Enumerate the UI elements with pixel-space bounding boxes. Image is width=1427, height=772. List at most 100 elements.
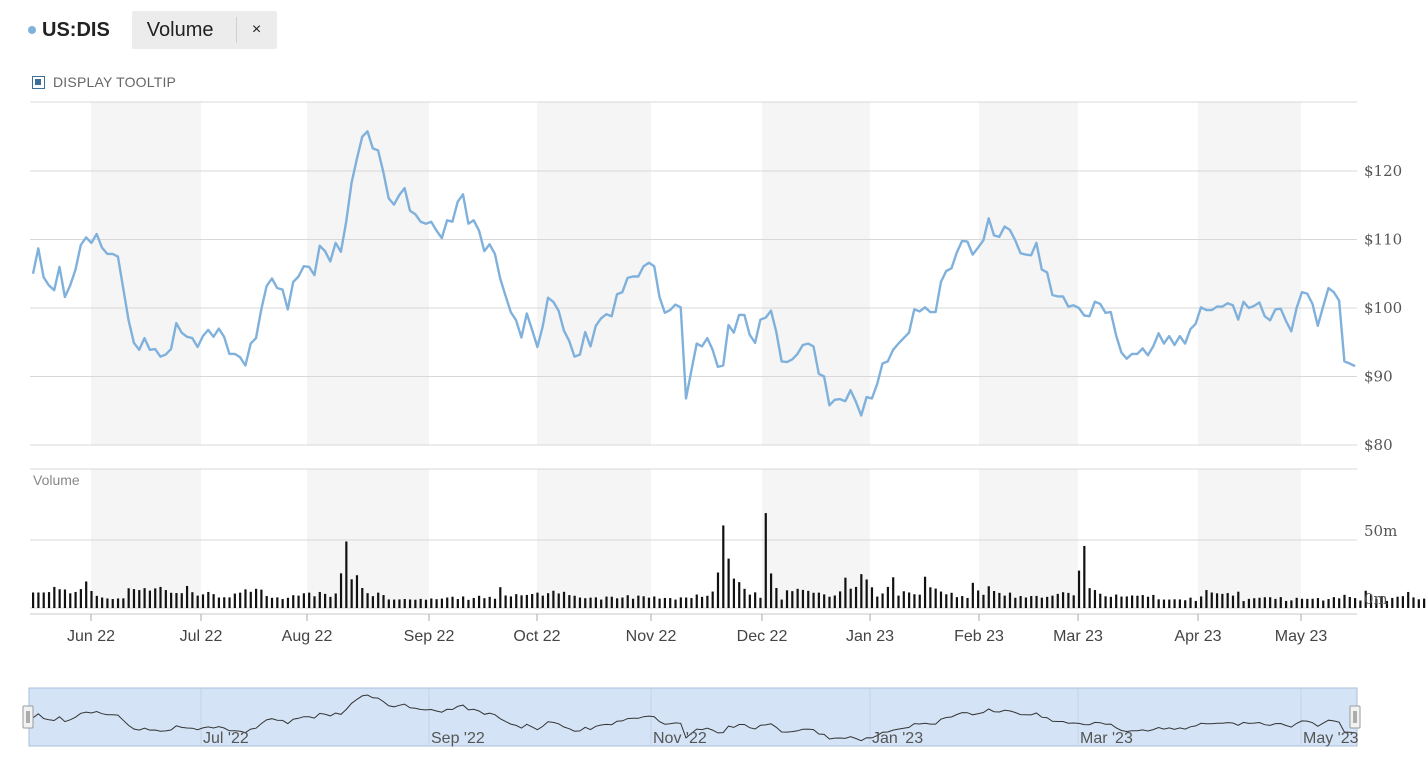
volume-bar — [541, 595, 544, 608]
volume-bar — [1269, 597, 1272, 608]
volume-bar — [695, 594, 698, 608]
volume-bar — [1311, 598, 1314, 608]
volume-bar — [674, 599, 677, 608]
volume-bar — [616, 598, 619, 608]
volume-bar — [292, 595, 295, 608]
volume-bar — [546, 593, 550, 608]
volume-bar — [982, 594, 985, 608]
volume-bar — [796, 588, 799, 608]
volume-bar — [509, 596, 513, 608]
volume-bar — [329, 596, 332, 608]
volume-bar — [446, 597, 449, 608]
volume-bar — [759, 597, 762, 608]
volume-bar — [902, 591, 905, 608]
volume-indicator-chip[interactable]: Volume × — [131, 11, 277, 49]
x-axis-ticks: Jun 22 Jul 22 Aug 22 Sep 22 Oct 22 Nov 22 Dec … — [30, 613, 1357, 645]
volume-bar — [1231, 595, 1235, 608]
y-axis-ticks: $80 $90 $100 $110 $120 0m 50m — [1364, 162, 1402, 608]
navigator-handle[interactable] — [22, 705, 34, 729]
volume-bar — [244, 589, 247, 608]
volume-bar — [1014, 597, 1017, 608]
navigator[interactable]: Jul '22 Sep '22 Nov '22 Jan '23 Mar '23 May '… — [22, 687, 1361, 747]
display-tooltip-checkbox[interactable] — [32, 75, 45, 89]
volume-bar — [966, 597, 969, 608]
volume-bar — [1083, 545, 1086, 608]
volume-bar — [456, 599, 459, 608]
volume-bar — [860, 574, 863, 608]
series-symbol[interactable]: US:DIS — [42, 18, 110, 41]
volume-bar — [228, 597, 231, 608]
volume-bar — [849, 588, 852, 608]
price-series[interactable] — [31, 130, 1356, 417]
volume-bar — [101, 597, 104, 608]
volume-bar — [472, 597, 475, 608]
volume-bar — [451, 596, 454, 608]
volume-bar — [196, 595, 199, 608]
navigator-handle-body — [22, 705, 34, 729]
volume-bar — [85, 581, 88, 608]
volume-bar — [690, 598, 693, 608]
volume-bar — [1338, 598, 1341, 608]
volume-bar — [53, 586, 56, 608]
volume-bar — [1354, 598, 1357, 608]
volume-bar — [265, 596, 268, 608]
volume-bar — [1253, 598, 1256, 608]
x-tick-label: Jul 22 — [180, 628, 223, 645]
volume-bar — [929, 587, 932, 608]
volume-bar — [594, 597, 597, 608]
volume-bar — [1332, 597, 1335, 608]
volume-bar — [1008, 592, 1012, 608]
volume-bar — [1178, 599, 1181, 608]
volume-bar — [1141, 595, 1144, 608]
volume-bar — [154, 588, 157, 608]
navigator-handle[interactable] — [1349, 705, 1361, 729]
volume-bar — [748, 594, 751, 608]
volume-bar — [685, 597, 688, 608]
volume-bar — [600, 599, 603, 608]
display-tooltip-toggle[interactable]: DISPLAY TOOLTIP — [32, 74, 176, 90]
volume-indicator-label[interactable]: Volume — [132, 17, 237, 43]
volume-bar — [159, 586, 162, 608]
volume-bar — [345, 541, 348, 608]
volume-bar — [918, 594, 921, 608]
volume-bar — [223, 597, 226, 608]
volume-band — [91, 469, 201, 609]
volume-bar — [700, 596, 704, 608]
volume-bar — [647, 597, 651, 608]
volume-bar — [727, 558, 730, 608]
volume-bar — [589, 597, 592, 608]
volume-bar — [1407, 591, 1410, 608]
navigator-tick-label: Jan '23 — [872, 730, 923, 747]
volume-bar — [1306, 598, 1309, 608]
volume-bar — [897, 595, 900, 608]
volume-bar — [1003, 595, 1006, 608]
volume-bar — [732, 578, 736, 608]
volume-bar — [1412, 597, 1415, 608]
navigator-tick-label: Mar '23 — [1080, 730, 1133, 747]
volume-bar — [1226, 593, 1229, 608]
grid-lines — [30, 101, 1357, 609]
volume-bar — [780, 599, 783, 608]
close-icon[interactable]: × — [251, 21, 262, 38]
x-tick-label: Jan 23 — [846, 628, 894, 645]
volume-bar — [531, 593, 534, 608]
volume-bar — [923, 576, 927, 608]
volume-tick-label: 50m — [1364, 522, 1397, 540]
volume-bar — [1205, 590, 1208, 608]
x-tick-label: May 23 — [1275, 628, 1328, 645]
volume-bar — [440, 598, 444, 608]
volume-bar — [1375, 598, 1378, 608]
volume-bar — [520, 595, 523, 608]
volume-bar — [754, 592, 757, 608]
volume-bar — [1343, 594, 1346, 608]
volume-bar — [1316, 598, 1320, 608]
volume-bar — [892, 577, 895, 608]
volume-bar — [854, 586, 858, 608]
price-band — [1198, 102, 1301, 445]
volume-bar — [122, 598, 125, 608]
volume-bar — [180, 593, 183, 608]
volume-bar — [1131, 595, 1134, 608]
volume-bar — [1258, 597, 1261, 608]
volume-bar — [934, 588, 937, 608]
